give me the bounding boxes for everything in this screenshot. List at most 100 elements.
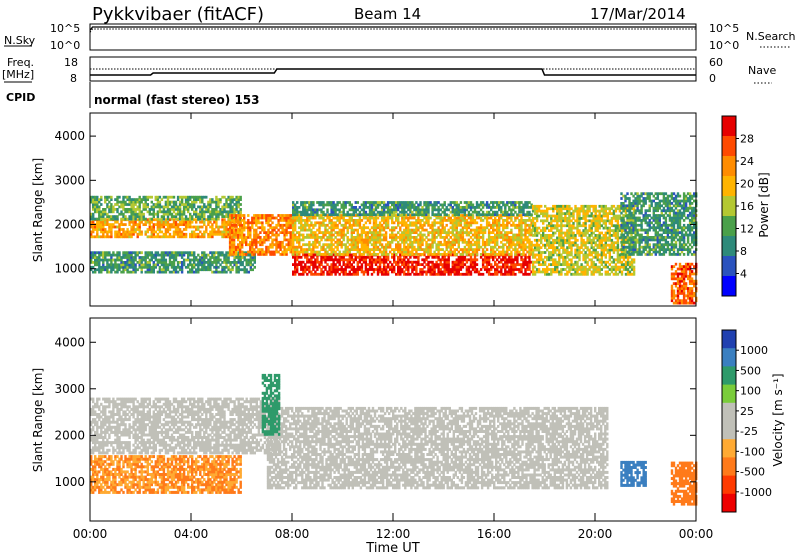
heatmap-cell [189,203,192,206]
heatmap-cell [554,260,557,264]
heatmap-cell [514,203,517,207]
heatmap-cell [560,214,563,218]
heatmap-cell [234,233,238,237]
heatmap-cell [403,231,406,234]
heatmap-cell [152,230,155,234]
heatmap-cell [96,228,99,231]
heatmap-cell [449,240,452,244]
heatmap-cell [498,236,501,239]
heatmap-cell [257,214,260,217]
heatmap-cell [136,218,139,222]
heatmap-cell [393,208,396,212]
heatmap-cell [296,265,299,269]
heatmap-cell [401,231,404,234]
heatmap-cell [467,223,471,227]
heatmap-cell [423,228,426,232]
heatmap-cell [455,210,458,214]
heatmap-cell [94,258,97,262]
heatmap-cell [475,221,479,225]
heatmap-cell [502,238,505,242]
heatmap-cell [469,263,473,266]
heatmap-cell [193,263,196,267]
heatmap-cell [102,265,105,269]
heatmap-cell [407,268,410,271]
heatmap-cell [413,255,416,259]
heatmap-cell [178,230,182,234]
heatmap-cell [431,233,434,237]
heatmap-cell [465,253,469,256]
heatmap-cell [203,210,206,214]
heatmap-cell [120,263,123,267]
heatmap-cell [130,270,133,274]
heatmap-cell [453,216,456,220]
heatmap-cell [215,220,218,224]
heatmap-cell [207,205,210,209]
heatmap-cell [334,253,337,256]
heatmap-cell [356,219,359,222]
heatmap-cell [289,219,292,222]
heatmap-cell [479,223,483,227]
heatmap-cell [114,258,117,262]
heatmap-cell [417,258,420,262]
heatmap-cell [221,205,224,209]
heatmap-cell [106,195,109,199]
heatmap-cell [174,251,178,255]
heatmap-cell [550,219,553,223]
heatmap-cell [259,236,262,239]
heatmap-cell [437,210,440,214]
heatmap-cell [498,206,501,209]
heatmap-cell [96,268,99,272]
heatmap-cell [542,236,545,240]
heatmap-cell [533,207,537,211]
heatmap-cell [156,258,160,262]
heatmap-cell [326,263,329,266]
heatmap-cell [199,263,202,267]
heatmap-cell [528,216,531,220]
heatmap-cell [397,201,400,204]
heatmap-cell [405,231,408,234]
heatmap-cell [548,255,551,259]
heatmap-cell [310,250,313,254]
heatmap-cell [292,240,295,244]
heatmap-cell [524,213,527,217]
heatmap-cell [233,230,236,234]
heatmap-cell [283,238,286,242]
heatmap-cell [518,221,521,225]
heatmap-cell [316,236,319,239]
heatmap-cell [227,251,230,255]
heatmap-cell [239,248,242,251]
heatmap-cell [227,258,230,262]
heatmap-cell [419,263,422,266]
heatmap-cell [423,258,426,262]
heatmap-cell [253,214,256,217]
heatmap-cell [348,265,351,269]
heatmap-cell [94,256,97,259]
heatmap-cell [228,245,232,249]
heatmap-cell [423,260,426,264]
heatmap-cell [374,213,378,217]
heatmap-cell [558,255,561,259]
heatmap-cell [100,253,103,257]
heatmap-cell [376,210,380,214]
heatmap-cell [372,260,376,264]
heatmap-cell [182,263,186,267]
heatmap-cell [205,261,208,264]
heatmap-cell [223,268,226,272]
heatmap-cell [459,221,463,225]
heatmap-cell [449,248,452,251]
heatmap-cell [257,248,260,251]
heatmap-cell [160,220,164,224]
heatmap-cell [330,238,333,242]
heatmap-cell [354,253,357,256]
heatmap-cell [516,201,519,204]
heatmap-cell [354,214,357,217]
heatmap-cell [332,260,335,264]
heatmap-cell [457,240,460,244]
heatmap-cell [302,208,305,212]
heatmap-cell [241,219,244,222]
heatmap-cell [172,220,176,224]
heatmap-cell [126,268,129,272]
heatmap-cell [275,238,278,242]
heatmap-cell [401,203,404,207]
heatmap-cell [465,243,469,247]
